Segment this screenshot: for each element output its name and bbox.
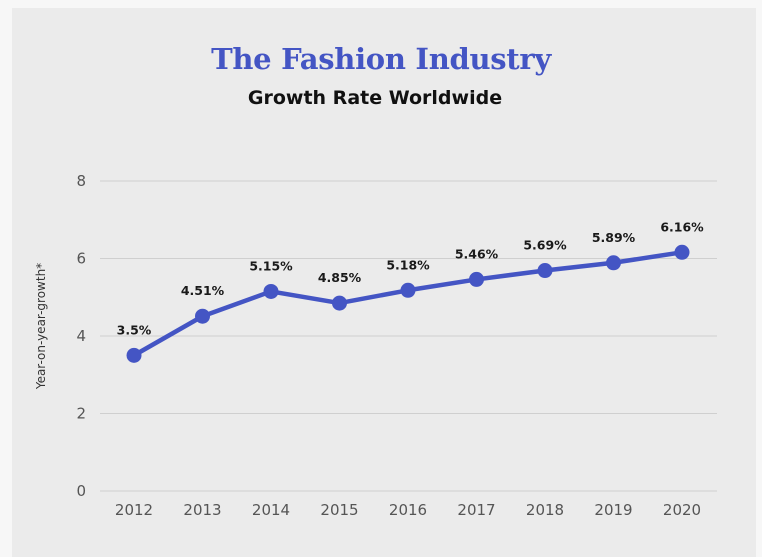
y-axis-label: Year-on-year-growth* [34, 263, 48, 390]
data-points [126, 244, 690, 363]
x-tick-label: 2014 [252, 501, 290, 519]
data-point [537, 263, 553, 279]
x-tick-label: 2019 [594, 501, 632, 519]
data-label: 4.51% [181, 283, 225, 298]
y-tick-label: 2 [76, 405, 86, 423]
data-point [400, 282, 416, 298]
data-label: 5.18% [386, 257, 430, 272]
data-point [332, 295, 347, 311]
x-tick-label: 2015 [320, 501, 358, 519]
data-label: 5.69% [523, 238, 567, 253]
data-point [469, 271, 484, 287]
x-tick-label: 2017 [457, 501, 495, 519]
y-tick-label: 8 [76, 172, 86, 190]
chart-card [12, 8, 756, 557]
data-label: 4.85% [318, 270, 362, 285]
data-label: 5.15% [249, 258, 293, 273]
data-label: 5.89% [592, 230, 636, 245]
y-tick-label: 0 [76, 482, 86, 500]
data-point [674, 244, 690, 260]
gridlines [100, 180, 717, 492]
chart-title: The Fashion Industry [211, 42, 551, 76]
x-tick-label: 2020 [663, 501, 701, 519]
data-point [606, 255, 621, 271]
data-labels: 3.5% 4.51% 5.15% 4.85% 5.18% 5.46% 5.69% 5.89% 6… [117, 219, 704, 337]
data-point [195, 308, 210, 324]
x-tick-label: 2016 [389, 501, 427, 519]
x-tick-label: 2013 [183, 501, 221, 519]
chart-subtitle: Growth Rate Worldwide [247, 87, 503, 109]
y-tick-label: 6 [76, 250, 86, 268]
data-point [126, 347, 142, 363]
data-point [263, 283, 279, 299]
x-axis-ticks: 2012 2013 2014 2015 2016 2017 2018 2019 2020 [115, 501, 701, 519]
x-tick-label: 2012 [115, 501, 153, 519]
x-tick-label: 2018 [526, 501, 564, 519]
data-label: 3.5% [117, 322, 152, 337]
data-label: 6.16% [660, 219, 704, 234]
y-axis-ticks: 0 2 4 6 8 [76, 172, 86, 500]
y-tick-label: 4 [76, 327, 86, 345]
data-label: 5.46% [455, 246, 499, 261]
